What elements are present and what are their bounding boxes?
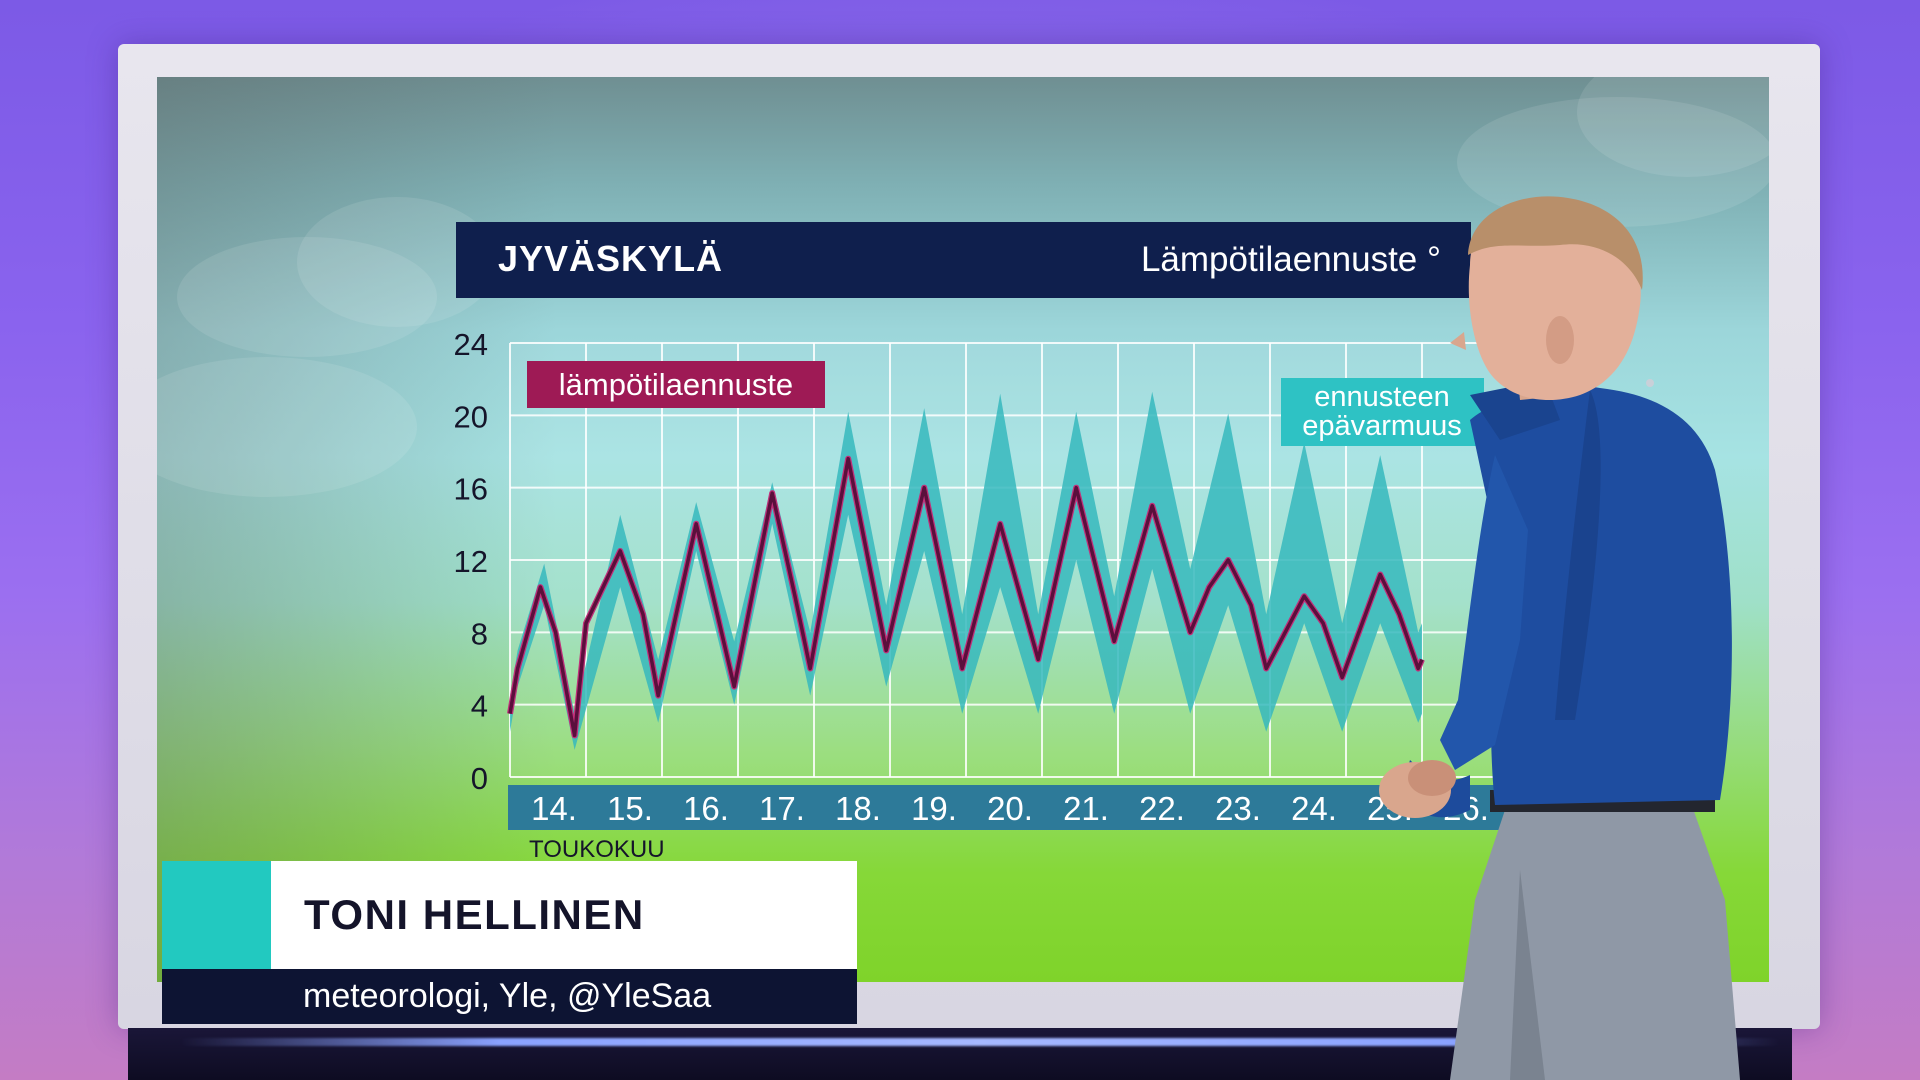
presenter-role: meteorologi, Yle, @YleSaa — [303, 977, 712, 1015]
x-tick-label: 21. — [1063, 790, 1109, 827]
lower-third-accent — [162, 861, 271, 969]
y-tick-label: 24 — [454, 327, 488, 362]
y-tick-label: 16 — [454, 472, 488, 507]
x-tick-label: 18. — [835, 790, 881, 827]
x-tick-label: 20. — [987, 790, 1033, 827]
x-tick-label: 22. — [1139, 790, 1185, 827]
x-axis-caption: TOUKOKUU — [529, 836, 665, 863]
uncertainty-label-line: ennusteen — [1314, 381, 1449, 413]
y-tick-label: 12 — [454, 544, 488, 579]
x-tick-label: 16. — [683, 790, 729, 827]
x-tick-label: 23. — [1215, 790, 1261, 827]
date-axis-bar — [508, 785, 1523, 830]
cloud-shape — [177, 237, 437, 357]
y-tick-label: 20 — [454, 399, 488, 434]
x-tick-label: 19. — [911, 790, 957, 827]
chart-title-bar: JYVÄSKYLÄ Lämpötilaennuste ° — [456, 222, 1471, 298]
uncertainty-label: ennusteen epävarmuus — [1302, 381, 1462, 442]
forecast-line — [508, 456, 1424, 738]
y-tick-label: 4 — [471, 689, 488, 724]
x-tick-label: 15. — [607, 790, 653, 827]
cloud-shape — [157, 357, 417, 497]
floor-light — [180, 1038, 1780, 1046]
x-tick-label: 24. — [1291, 790, 1337, 827]
x-tick-label: 14. — [531, 790, 577, 827]
presenter-name: TONI HELLINEN — [304, 891, 645, 938]
x-tick-label: 17. — [759, 790, 805, 827]
forecast-label: lämpötilaennuste — [559, 367, 793, 402]
y-tick-label: 8 — [471, 616, 488, 651]
y-tick-label: 0 — [471, 761, 488, 796]
forecast-label-box — [527, 361, 825, 408]
chart-title: Lämpötilaennuste ° — [1140, 240, 1441, 279]
lower-third-name-box: TONI HELLINEN — [271, 861, 857, 969]
uncertainty-label-box — [1281, 378, 1484, 446]
city-name: JYVÄSKYLÄ — [498, 238, 724, 279]
lower-third-role-box: meteorologi, Yle, @YleSaa — [162, 969, 857, 1024]
uncertainty-label-line: epävarmuus — [1302, 410, 1462, 442]
